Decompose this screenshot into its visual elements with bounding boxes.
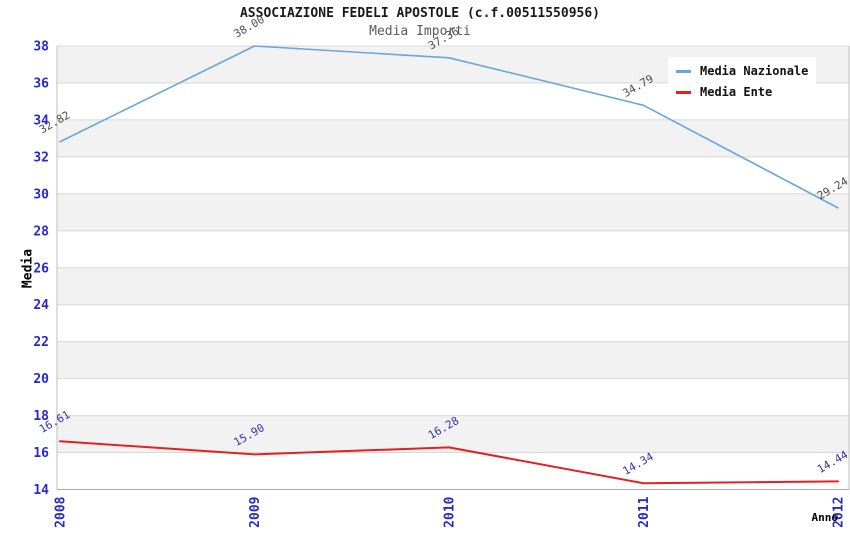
plot-band [57,193,849,231]
chart-title: ASSOCIAZIONE FEDELI APOSTOLE (c.f.005115… [239,6,601,21]
y-tick-label: 26 [33,261,49,276]
y-axis-title: Media [20,248,36,289]
legend-line-swatch-ente [676,90,691,94]
plot-band [57,378,849,416]
y-tick-label: 30 [33,187,49,202]
y-tick-label: 22 [33,335,49,350]
legend-label-media-ente: Media Ente [700,85,773,99]
legend-line-swatch-nazionale [676,69,691,73]
y-tick-label: 34 [33,113,49,128]
y-tick-label: 28 [33,224,49,239]
y-tick-label: 32 [33,150,49,165]
plot-band [57,156,849,194]
plot-band [57,267,849,305]
chart-subtitle: Media Importi [369,24,471,39]
y-tick-label: 14 [33,483,49,498]
plot-band [57,119,849,157]
x-tick-label: 2011 [637,496,652,527]
plot-band [57,452,849,490]
legend: Media Nazionale Media Ente [668,57,816,106]
series-line-media-nazionale [59,45,839,209]
legend-label-media-nazionale: Media Nazionale [700,64,809,78]
plot-band [57,415,849,453]
data-label: 38.00 [232,13,267,41]
series-line-media-ente [59,440,839,485]
legend-item-media-nazionale: Media Nazionale [676,64,808,78]
y-tick-label: 36 [33,76,49,91]
y-tick-label: 24 [33,298,49,313]
plot-band [57,341,849,379]
y-tick-label: 18 [33,409,49,424]
x-tick-label: 2009 [248,497,263,528]
plot-band [57,304,849,342]
x-tick-label: 2012 [832,497,847,528]
x-tick-label: 2010 [443,496,458,527]
legend-item-media-ente: Media Ente [676,85,808,99]
y-tick-label: 16 [33,446,49,461]
x-axis-title: Anno [811,511,839,524]
y-tick-label: 20 [33,372,49,387]
plot-band [57,230,849,268]
y-tick-label: 38 [33,40,49,55]
x-tick-label: 2008 [54,496,69,527]
